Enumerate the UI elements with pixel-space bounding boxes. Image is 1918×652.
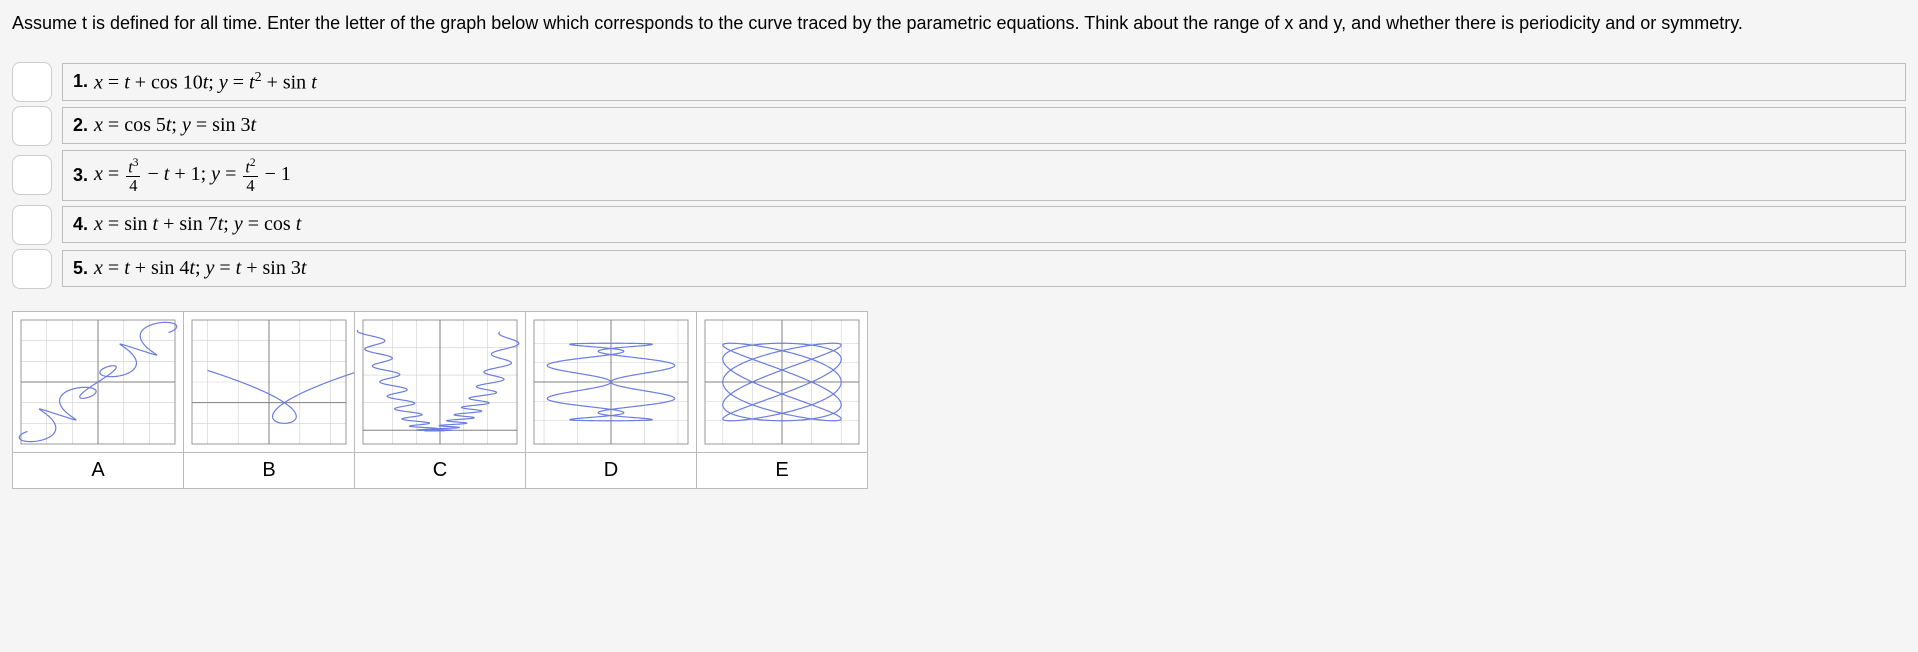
instructions-text: Assume t is defined for all time. Enter … <box>12 10 1906 38</box>
answer-input-3[interactable] <box>12 155 52 195</box>
graph-label-d: D <box>526 452 697 488</box>
graph-cell-d <box>526 311 697 452</box>
graph-cell-c <box>355 311 526 452</box>
question-number: 1. <box>73 71 88 92</box>
answer-input-1[interactable] <box>12 62 52 102</box>
question-number: 4. <box>73 214 88 235</box>
graph-e <box>697 312 867 452</box>
question-cell-5: 5. x = t + sin 4t; y = t + sin 3t <box>62 250 1906 287</box>
graph-b <box>184 312 354 452</box>
graph-cell-e <box>697 311 868 452</box>
question-row-3: 3. x = t34 − t + 1; y = t24 − 1 <box>12 150 1906 201</box>
answer-input-2[interactable] <box>12 106 52 146</box>
question-equation: x = t34 − t + 1; y = t24 − 1 <box>94 157 291 194</box>
question-row-1: 1. x = t + cos 10t; y = t2 + sin t <box>12 62 1906 102</box>
question-equation: x = t + cos 10t; y = t2 + sin t <box>94 70 317 95</box>
question-equation: x = t + sin 4t; y = t + sin 3t <box>94 257 306 280</box>
question-cell-2: 2. x = cos 5t; y = sin 3t <box>62 107 1906 144</box>
graphs-table: A B C D E <box>12 311 868 489</box>
graph-label-e: E <box>697 452 868 488</box>
graph-label-b: B <box>184 452 355 488</box>
question-equation: x = cos 5t; y = sin 3t <box>94 114 256 137</box>
answer-input-4[interactable] <box>12 205 52 245</box>
graph-d <box>526 312 696 452</box>
question-cell-3: 3. x = t34 − t + 1; y = t24 − 1 <box>62 150 1906 201</box>
graph-a <box>13 312 183 452</box>
graph-label-a: A <box>13 452 184 488</box>
question-cell-4: 4. x = sin t + sin 7t; y = cos t <box>62 206 1906 243</box>
graph-label-c: C <box>355 452 526 488</box>
question-row-5: 5. x = t + sin 4t; y = t + sin 3t <box>12 249 1906 289</box>
graph-cell-b <box>184 311 355 452</box>
questions-list: 1. x = t + cos 10t; y = t2 + sin t 2. x … <box>12 62 1906 289</box>
question-row-4: 4. x = sin t + sin 7t; y = cos t <box>12 205 1906 245</box>
graph-c <box>355 312 525 452</box>
question-number: 2. <box>73 115 88 136</box>
answer-input-5[interactable] <box>12 249 52 289</box>
question-number: 3. <box>73 165 88 186</box>
graph-cell-a <box>13 311 184 452</box>
question-number: 5. <box>73 258 88 279</box>
question-cell-1: 1. x = t + cos 10t; y = t2 + sin t <box>62 63 1906 102</box>
question-row-2: 2. x = cos 5t; y = sin 3t <box>12 106 1906 146</box>
question-equation: x = sin t + sin 7t; y = cos t <box>94 213 301 236</box>
